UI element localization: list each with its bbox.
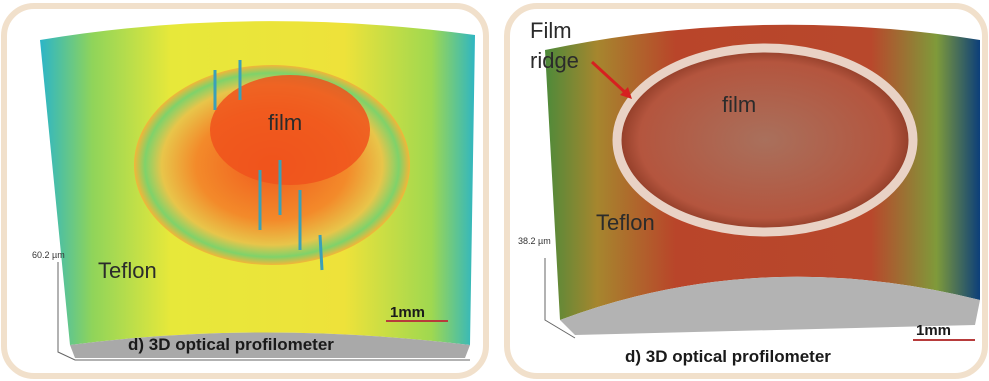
figure: 60.2 µm film Teflon 1mm d) 3D optical pr… <box>0 0 989 381</box>
annotation-line: ridge <box>530 48 579 73</box>
caption: d) 3D optical profilometer <box>128 335 334 354</box>
caption: d) 3D optical profilometer <box>625 347 831 366</box>
annotation-line: Film <box>530 18 572 43</box>
film-ridge <box>617 48 913 232</box>
substrate-label: Teflon <box>596 210 655 235</box>
surface-label: film <box>268 110 302 135</box>
scale-bar-label: 1mm <box>390 304 425 321</box>
surface-label: film <box>722 92 756 117</box>
substrate-label: Teflon <box>98 258 157 283</box>
axis-label: 38.2 µm <box>518 236 551 246</box>
axis-label: 60.2 µm <box>32 250 65 260</box>
page: {"panels": [ {"surface_label": "film", "… <box>0 0 989 381</box>
scale-bar-label: 1mm <box>916 322 951 339</box>
